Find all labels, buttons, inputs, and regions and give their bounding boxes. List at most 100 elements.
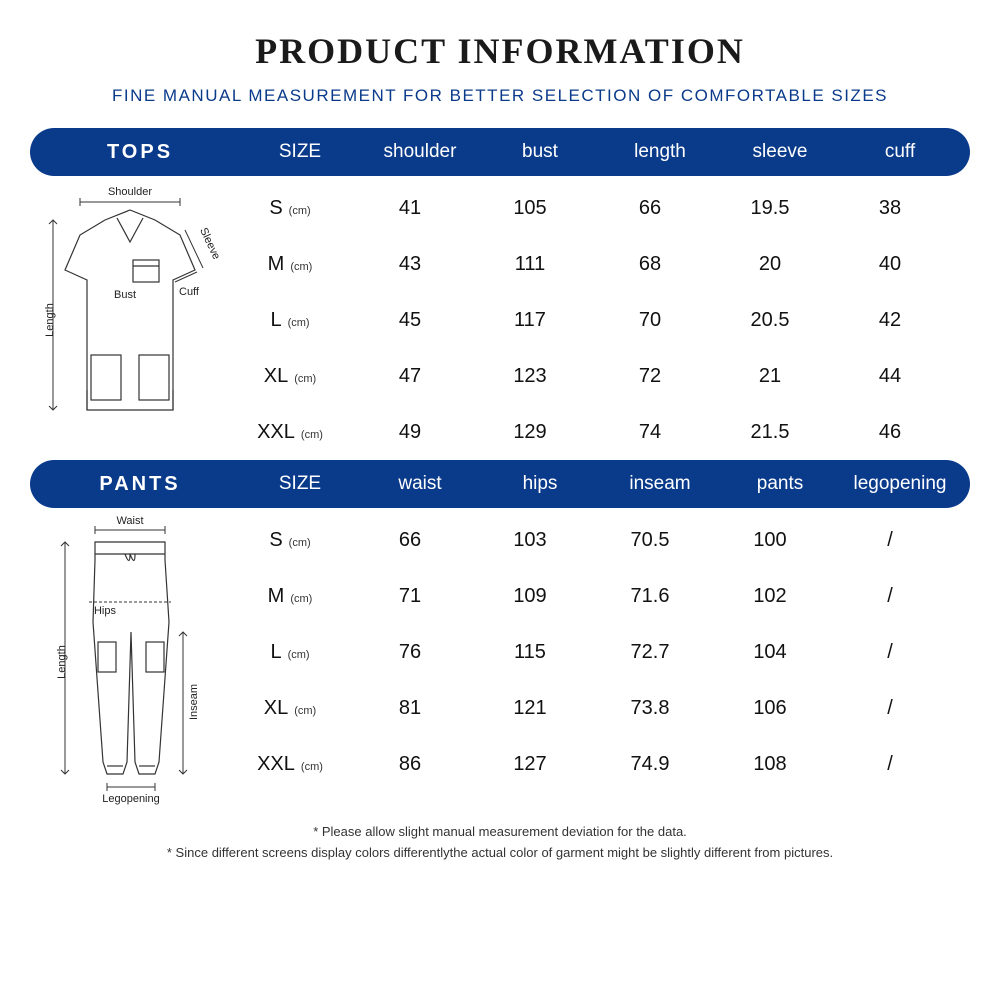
pants-row: L(cm)7611572.7104/ xyxy=(230,624,970,680)
tops-value: 72 xyxy=(590,365,710,388)
pants-value: 86 xyxy=(350,753,470,776)
pants-col-legopening: legopening xyxy=(840,473,960,495)
tops-size: M xyxy=(268,253,285,276)
pants-header-row: PANTS SIZE waist hips inseam pants legop… xyxy=(30,460,970,508)
tops-col-bust: bust xyxy=(480,141,600,163)
tops-diagram-bust: Bust xyxy=(114,289,136,301)
tops-size: XL xyxy=(264,365,288,388)
tops-value: 20.5 xyxy=(710,309,830,332)
tops-col-size: SIZE xyxy=(240,141,360,163)
unit-label: (cm) xyxy=(289,537,311,549)
pants-value: 106 xyxy=(710,697,830,720)
pants-diagram-svg: Waist Hips Length Inseam Legopening xyxy=(35,512,225,812)
tops-value: 38 xyxy=(830,197,950,220)
pants-diagram: Waist Hips Length Inseam Legopening xyxy=(30,512,230,812)
tops-value: 66 xyxy=(590,197,710,220)
pants-col-size: SIZE xyxy=(240,473,360,495)
pants-value: / xyxy=(830,529,950,552)
tops-size-cell: L(cm) xyxy=(230,309,350,332)
pants-row: XXL(cm)8612774.9108/ xyxy=(230,736,970,792)
unit-label: (cm) xyxy=(289,205,311,217)
tops-size: XXL xyxy=(257,421,295,444)
pants-value: 71 xyxy=(350,585,470,608)
tops-value: 21 xyxy=(710,365,830,388)
tops-value: 105 xyxy=(470,197,590,220)
tops-value: 111 xyxy=(470,253,590,276)
tops-col-sleeve: sleeve xyxy=(720,141,840,163)
tops-value: 123 xyxy=(470,365,590,388)
pants-size-cell: M(cm) xyxy=(230,585,350,608)
pants-value: / xyxy=(830,641,950,664)
pants-col-inseam: inseam xyxy=(600,473,720,495)
pants-size: XXL xyxy=(257,753,295,776)
pants-size-cell: XL (cm) xyxy=(230,697,350,720)
unit-label: (cm) xyxy=(288,649,310,661)
pants-value: / xyxy=(830,753,950,776)
tops-col-shoulder: shoulder xyxy=(360,141,480,163)
tops-value: 20 xyxy=(710,253,830,276)
tops-value: 68 xyxy=(590,253,710,276)
tops-value: 70 xyxy=(590,309,710,332)
pants-value: 103 xyxy=(470,529,590,552)
tops-diagram-cuff: Cuff xyxy=(179,286,200,298)
tops-value: 41 xyxy=(350,197,470,220)
pants-label: PANTS xyxy=(40,473,240,496)
tops-value: 117 xyxy=(470,309,590,332)
pants-value: 102 xyxy=(710,585,830,608)
unit-label: (cm) xyxy=(301,761,323,773)
unit-label: (cm) xyxy=(301,429,323,441)
tops-value: 129 xyxy=(470,421,590,444)
tops-size-cell: S(cm) xyxy=(230,197,350,220)
unit-label: (cm) xyxy=(290,261,312,273)
pants-diagram-legopening: Legopening xyxy=(102,793,160,805)
tops-col-length: length xyxy=(600,141,720,163)
tops-value: 74 xyxy=(590,421,710,444)
pants-value: 104 xyxy=(710,641,830,664)
pants-value: / xyxy=(830,697,950,720)
tops-row: XXL (cm) 491297421.546 xyxy=(230,404,970,460)
tops-value: 49 xyxy=(350,421,470,444)
pants-size: L xyxy=(270,641,281,664)
pants-value: 72.7 xyxy=(590,641,710,664)
pants-size-cell: XXL (cm) xyxy=(230,753,350,776)
pants-diagram-length: Length xyxy=(56,645,68,679)
pants-value: 115 xyxy=(470,641,590,664)
tops-diagram-svg: Shoulder Sleeve Bust Cuff Length xyxy=(35,180,225,460)
pants-value: 70.5 xyxy=(590,529,710,552)
tops-value: 46 xyxy=(830,421,950,444)
tops-value: 19.5 xyxy=(710,197,830,220)
page-subtitle: FINE MANUAL MEASUREMENT FOR BETTER SELEC… xyxy=(30,86,970,106)
unit-label: (cm) xyxy=(290,593,312,605)
unit-label: (cm) xyxy=(294,373,316,385)
tops-col-cuff: cuff xyxy=(840,141,960,163)
tops-value: 47 xyxy=(350,365,470,388)
pants-value: 73.8 xyxy=(590,697,710,720)
pants-section: Waist Hips Length Inseam Legopening S(cm… xyxy=(30,512,970,812)
pants-row: XL(cm)8112173.8106/ xyxy=(230,680,970,736)
unit-label: (cm) xyxy=(294,705,316,717)
pants-col-pants: pants xyxy=(720,473,840,495)
pants-size-cell: L (cm) xyxy=(230,641,350,664)
pants-rows: S(cm)6610370.5100/M(cm)7110971.6102/L(cm… xyxy=(230,512,970,812)
tops-row: XL(cm)47123722144 xyxy=(230,348,970,404)
tops-row: M (cm) 43111682040 xyxy=(230,236,970,292)
pants-diagram-inseam: Inseam xyxy=(188,684,200,720)
page-title: PRODUCT INFORMATION xyxy=(30,30,970,72)
pants-size: XL xyxy=(264,697,288,720)
tops-row: L(cm)451177020.542 xyxy=(230,292,970,348)
tops-value: 21.5 xyxy=(710,421,830,444)
pants-row: S(cm)6610370.5100/ xyxy=(230,512,970,568)
footnotes: * Please allow slight manual measurement… xyxy=(30,822,970,864)
tops-value: 43 xyxy=(350,253,470,276)
tops-value: 45 xyxy=(350,309,470,332)
tops-value: 42 xyxy=(830,309,950,332)
pants-col-hips: hips xyxy=(480,473,600,495)
pants-diagram-hips: Hips xyxy=(94,605,117,617)
tops-size-cell: XL (cm) xyxy=(230,365,350,388)
tops-header-row: TOPS SIZE shoulder bust length sleeve cu… xyxy=(30,128,970,176)
tops-size: L xyxy=(270,309,281,332)
pants-value: 108 xyxy=(710,753,830,776)
tops-size-cell: XXL (cm) xyxy=(230,421,350,444)
tops-value: 40 xyxy=(830,253,950,276)
pants-value: 121 xyxy=(470,697,590,720)
